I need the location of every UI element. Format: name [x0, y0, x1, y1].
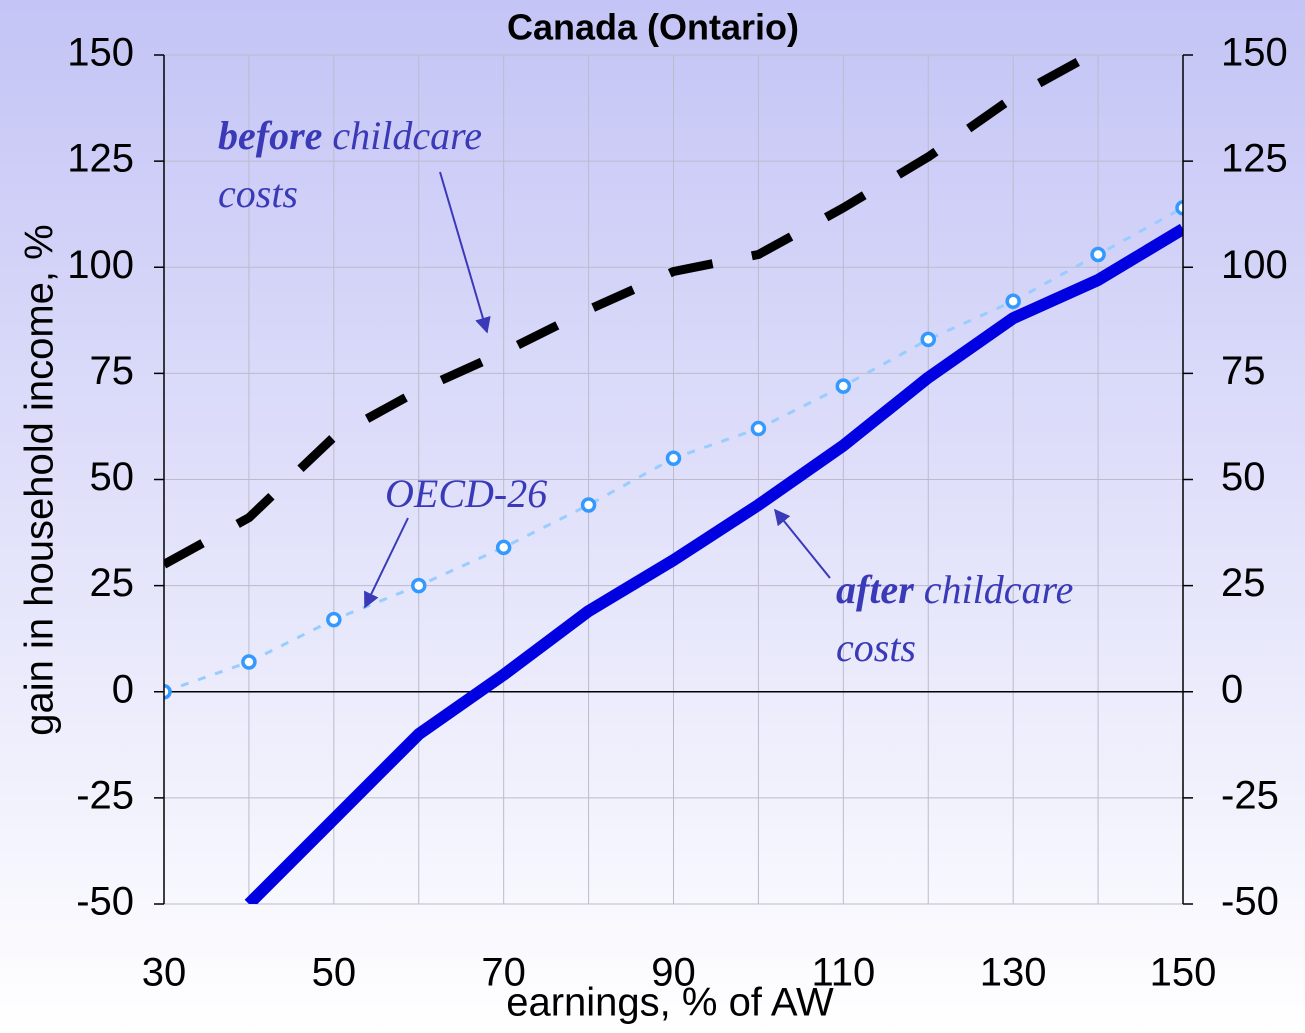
annotation-arrow — [364, 517, 409, 609]
y-axis-label: gain in household income, % — [18, 224, 62, 735]
marker — [495, 539, 512, 556]
series-line — [244, 223, 1183, 904]
y2-tick-label: 125 — [1221, 137, 1288, 181]
marker — [920, 331, 936, 348]
marker — [750, 420, 767, 437]
y-tick-label: 100 — [67, 243, 134, 287]
marker — [241, 654, 257, 670]
annotation: costs — [836, 625, 916, 670]
y-tick-label: 0 — [112, 667, 134, 711]
y2-tick-label: 0 — [1221, 667, 1243, 711]
marker — [1005, 293, 1021, 309]
annotation: costs — [218, 171, 298, 216]
marker — [1090, 246, 1106, 263]
marker — [665, 450, 682, 467]
marker — [326, 611, 342, 628]
y2-tick-label: 100 — [1221, 243, 1288, 287]
x-tick-label: 30 — [142, 951, 187, 995]
marker — [164, 684, 172, 700]
y2-tick-label: 25 — [1221, 561, 1266, 605]
y2-tick-label: 50 — [1221, 455, 1266, 499]
y-tick-label: -25 — [76, 773, 134, 817]
series-line — [164, 55, 1100, 569]
x-tick-label: 150 — [1150, 951, 1217, 995]
chart-title: Canada (Ontario) — [507, 7, 799, 48]
y-tick-label: 150 — [67, 31, 134, 75]
y-tick-label: 25 — [90, 561, 135, 605]
x-tick-label: 130 — [980, 951, 1047, 995]
y-tick-label: 75 — [90, 349, 135, 393]
y2-tick-label: -50 — [1221, 880, 1279, 924]
marker — [1175, 200, 1183, 216]
annotation: before childcare — [218, 113, 482, 158]
y2-tick-label: 150 — [1221, 31, 1288, 75]
y2-tick-label: 75 — [1221, 349, 1266, 393]
x-tick-label: 70 — [481, 951, 526, 995]
y-tick-label: 125 — [67, 137, 134, 181]
x-tick-label: 90 — [651, 951, 696, 995]
y-tick-label: 50 — [90, 455, 135, 499]
x-tick-label: 110 — [811, 951, 875, 995]
annotation-arrow — [773, 508, 831, 579]
annotation: after childcare — [836, 567, 1073, 612]
x-axis-label: earnings, % of AW — [506, 981, 834, 1025]
annotation-arrow — [439, 171, 491, 334]
y2-tick-label: -25 — [1221, 773, 1279, 817]
marker — [411, 577, 427, 594]
annotation: OECD-26 — [385, 471, 547, 516]
x-tick-label: 50 — [312, 951, 357, 995]
marker — [580, 497, 597, 513]
marker — [835, 378, 852, 394]
y-tick-label: -50 — [76, 880, 134, 924]
